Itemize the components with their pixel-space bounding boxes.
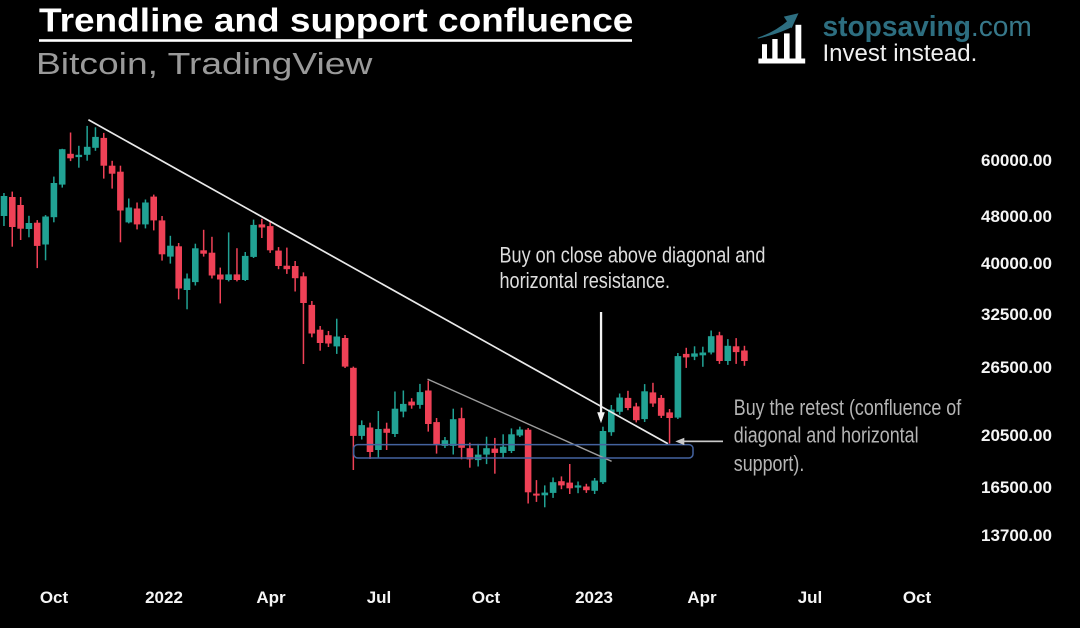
svg-text:2022: 2022 <box>145 588 183 607</box>
svg-text:32500.00: 32500.00 <box>981 305 1052 324</box>
svg-text:horizontal resistance.: horizontal resistance. <box>500 270 671 294</box>
svg-text:40000.00: 40000.00 <box>981 254 1052 273</box>
svg-text:Oct: Oct <box>472 588 501 607</box>
svg-text:Buy the retest (confluence of: Buy the retest (confluence of <box>734 396 962 420</box>
svg-text:60000.00: 60000.00 <box>981 151 1052 170</box>
svg-text:48000.00: 48000.00 <box>981 207 1052 226</box>
svg-text:Apr: Apr <box>256 588 286 607</box>
svg-text:26500.00: 26500.00 <box>981 358 1052 377</box>
svg-text:Oct: Oct <box>40 588 69 607</box>
svg-text:Jul: Jul <box>367 588 392 607</box>
svg-text:2023: 2023 <box>575 588 613 607</box>
svg-text:diagonal and horizontal: diagonal and horizontal <box>734 424 919 448</box>
svg-text:support).: support). <box>734 452 805 476</box>
svg-text:Trendline and support confluen: Trendline and support confluence <box>39 2 633 39</box>
svg-text:Oct: Oct <box>903 588 932 607</box>
svg-text:Apr: Apr <box>687 588 717 607</box>
svg-text:13700.00: 13700.00 <box>981 526 1052 545</box>
svg-text:20500.00: 20500.00 <box>981 426 1052 445</box>
svg-text:16500.00: 16500.00 <box>981 478 1052 497</box>
svg-text:Bitcoin, TradingView: Bitcoin, TradingView <box>36 47 373 81</box>
svg-text:stopsaving.com: stopsaving.com <box>823 11 1032 43</box>
svg-text:Buy on close above diagonal an: Buy on close above diagonal and <box>500 244 766 268</box>
svg-text:Jul: Jul <box>798 588 823 607</box>
svg-text:Invest instead.: Invest instead. <box>823 40 978 67</box>
